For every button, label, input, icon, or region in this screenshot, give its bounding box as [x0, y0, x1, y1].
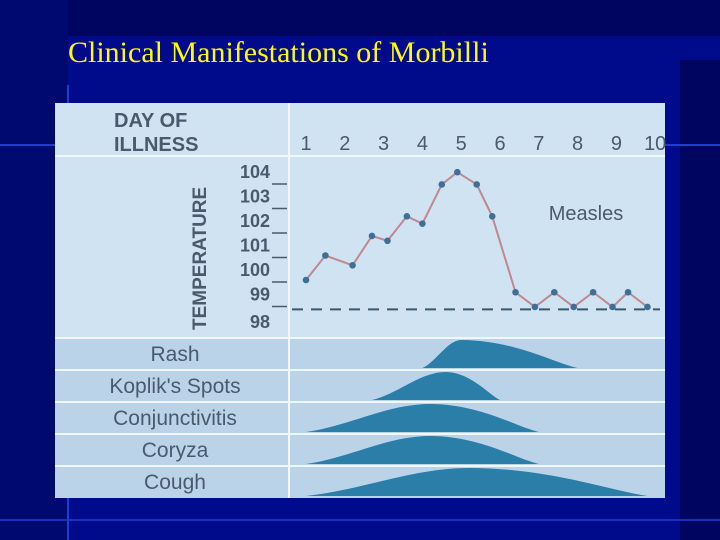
series-label: Measles — [549, 203, 623, 225]
x-tick-label: 3 — [378, 133, 389, 155]
data-point — [419, 220, 426, 227]
data-point — [531, 303, 539, 311]
data-point — [473, 181, 481, 188]
slide-title: Clinical Manifestations of Morbilli — [68, 36, 489, 69]
symptom-duration-shape — [371, 372, 500, 400]
data-point — [551, 288, 558, 296]
data-point — [322, 252, 329, 259]
symptom-label: Conjunctivitis — [113, 407, 237, 430]
symptom-band — [55, 370, 665, 402]
symptom-label: Rash — [150, 343, 199, 366]
data-point — [488, 213, 496, 220]
y-tick-label: 100 — [240, 260, 270, 280]
y-tick-label: 103 — [240, 187, 270, 207]
y-tick-label: 98 — [250, 312, 270, 332]
symptom-label: Coryza — [142, 439, 209, 462]
symptom-band — [55, 338, 665, 370]
symptom-duration-shape — [306, 404, 539, 432]
x-tick-label: 1 — [300, 133, 311, 155]
data-point — [512, 288, 519, 296]
x-tick-label: 2 — [339, 133, 350, 155]
y-tick-label: 99 — [250, 285, 270, 305]
symptom-duration-shape — [306, 468, 648, 496]
data-point — [349, 262, 356, 269]
y-tick-label: 102 — [240, 211, 270, 231]
data-point — [570, 303, 578, 311]
y-axis-label: TEMPERATURE — [190, 187, 211, 330]
data-point — [368, 232, 376, 240]
data-point — [454, 168, 461, 176]
data-point — [302, 276, 310, 284]
x-header-line-2: ILLNESS — [114, 134, 198, 156]
x-tick-label: 10 — [644, 133, 666, 155]
x-tick-label: 8 — [572, 133, 583, 155]
x-tick-label: 9 — [611, 133, 622, 155]
data-point — [609, 303, 616, 311]
symptom-label: Cough — [144, 471, 206, 494]
data-point — [384, 237, 391, 245]
symptom-label: Koplik's Spots — [109, 375, 240, 398]
y-tick-label: 104 — [240, 162, 270, 182]
symptom-duration-shape — [306, 436, 539, 464]
data-point — [644, 303, 651, 311]
x-tick-label: 6 — [494, 133, 505, 155]
x-tick-label: 5 — [456, 133, 467, 155]
data-point — [438, 181, 446, 188]
data-point — [624, 288, 632, 296]
symptom-duration-shape — [422, 340, 578, 368]
x-tick-label: 7 — [533, 133, 544, 155]
x-header-line-1: DAY OF — [114, 110, 187, 132]
x-tick-label: 4 — [417, 133, 428, 155]
data-point — [589, 288, 597, 296]
data-point — [403, 213, 411, 220]
y-tick-label: 101 — [240, 236, 270, 256]
